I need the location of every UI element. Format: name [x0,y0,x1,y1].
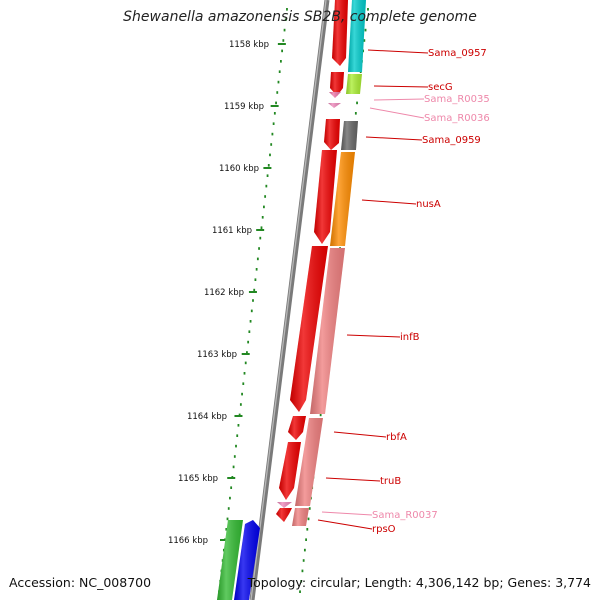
ruler-label: 1164 kbp [187,412,227,422]
gene-label: Sama_0957 [428,48,487,59]
gene-label: nusA [416,199,441,210]
feature-tracks [217,0,366,600]
gene-label: rbfA [386,432,407,443]
gene-label: truB [380,476,401,487]
ruler-label: 1166 kbp [168,536,208,546]
gene-label: Sama_0959 [422,135,481,146]
label-leader-line [373,85,429,88]
label-leader-line [373,98,425,101]
ruler-label: 1158 kbp [229,40,269,50]
gene-label: infB [400,332,420,343]
label-leader-line [367,49,429,54]
label-leader-line [369,107,425,119]
label-leader-line [346,334,401,338]
backbone-highlight [250,0,327,600]
label-leader-line [333,431,387,438]
ruler-label: 1161 kbp [212,226,252,236]
ruler-label: 1159 kbp [224,102,264,112]
backbone-line [249,0,330,600]
label-leader-line [317,519,373,530]
label-leader-line [365,136,423,141]
ruler-label: 1163 kbp [197,350,237,360]
gene-label: secG [428,82,453,93]
gene-label: rpsO [372,524,396,535]
label-leader-line [321,511,373,516]
ruler-label: 1162 kbp [204,288,244,298]
label-leader-line [361,199,417,205]
gene-label: Sama_R0037 [372,510,438,521]
topology-text: Topology: circular; Length: 4,306,142 bp… [247,575,591,590]
gene-label: Sama_R0035 [424,94,490,105]
label-leader-line [325,477,381,482]
gene-label: Sama_R0036 [424,113,490,124]
ruler-label: 1165 kbp [178,474,218,484]
accession-text: Accession: NC_008700 [9,575,152,590]
left-tick-column [218,8,288,593]
map-title: Shewanella amazonensis SB2B, complete ge… [123,9,477,25]
ruler-labels: 1158 kbp 1159 kbp 1160 kbp 1161 kbp 1162 kbp… [168,40,269,546]
ruler-label: 1160 kbp [219,164,259,174]
